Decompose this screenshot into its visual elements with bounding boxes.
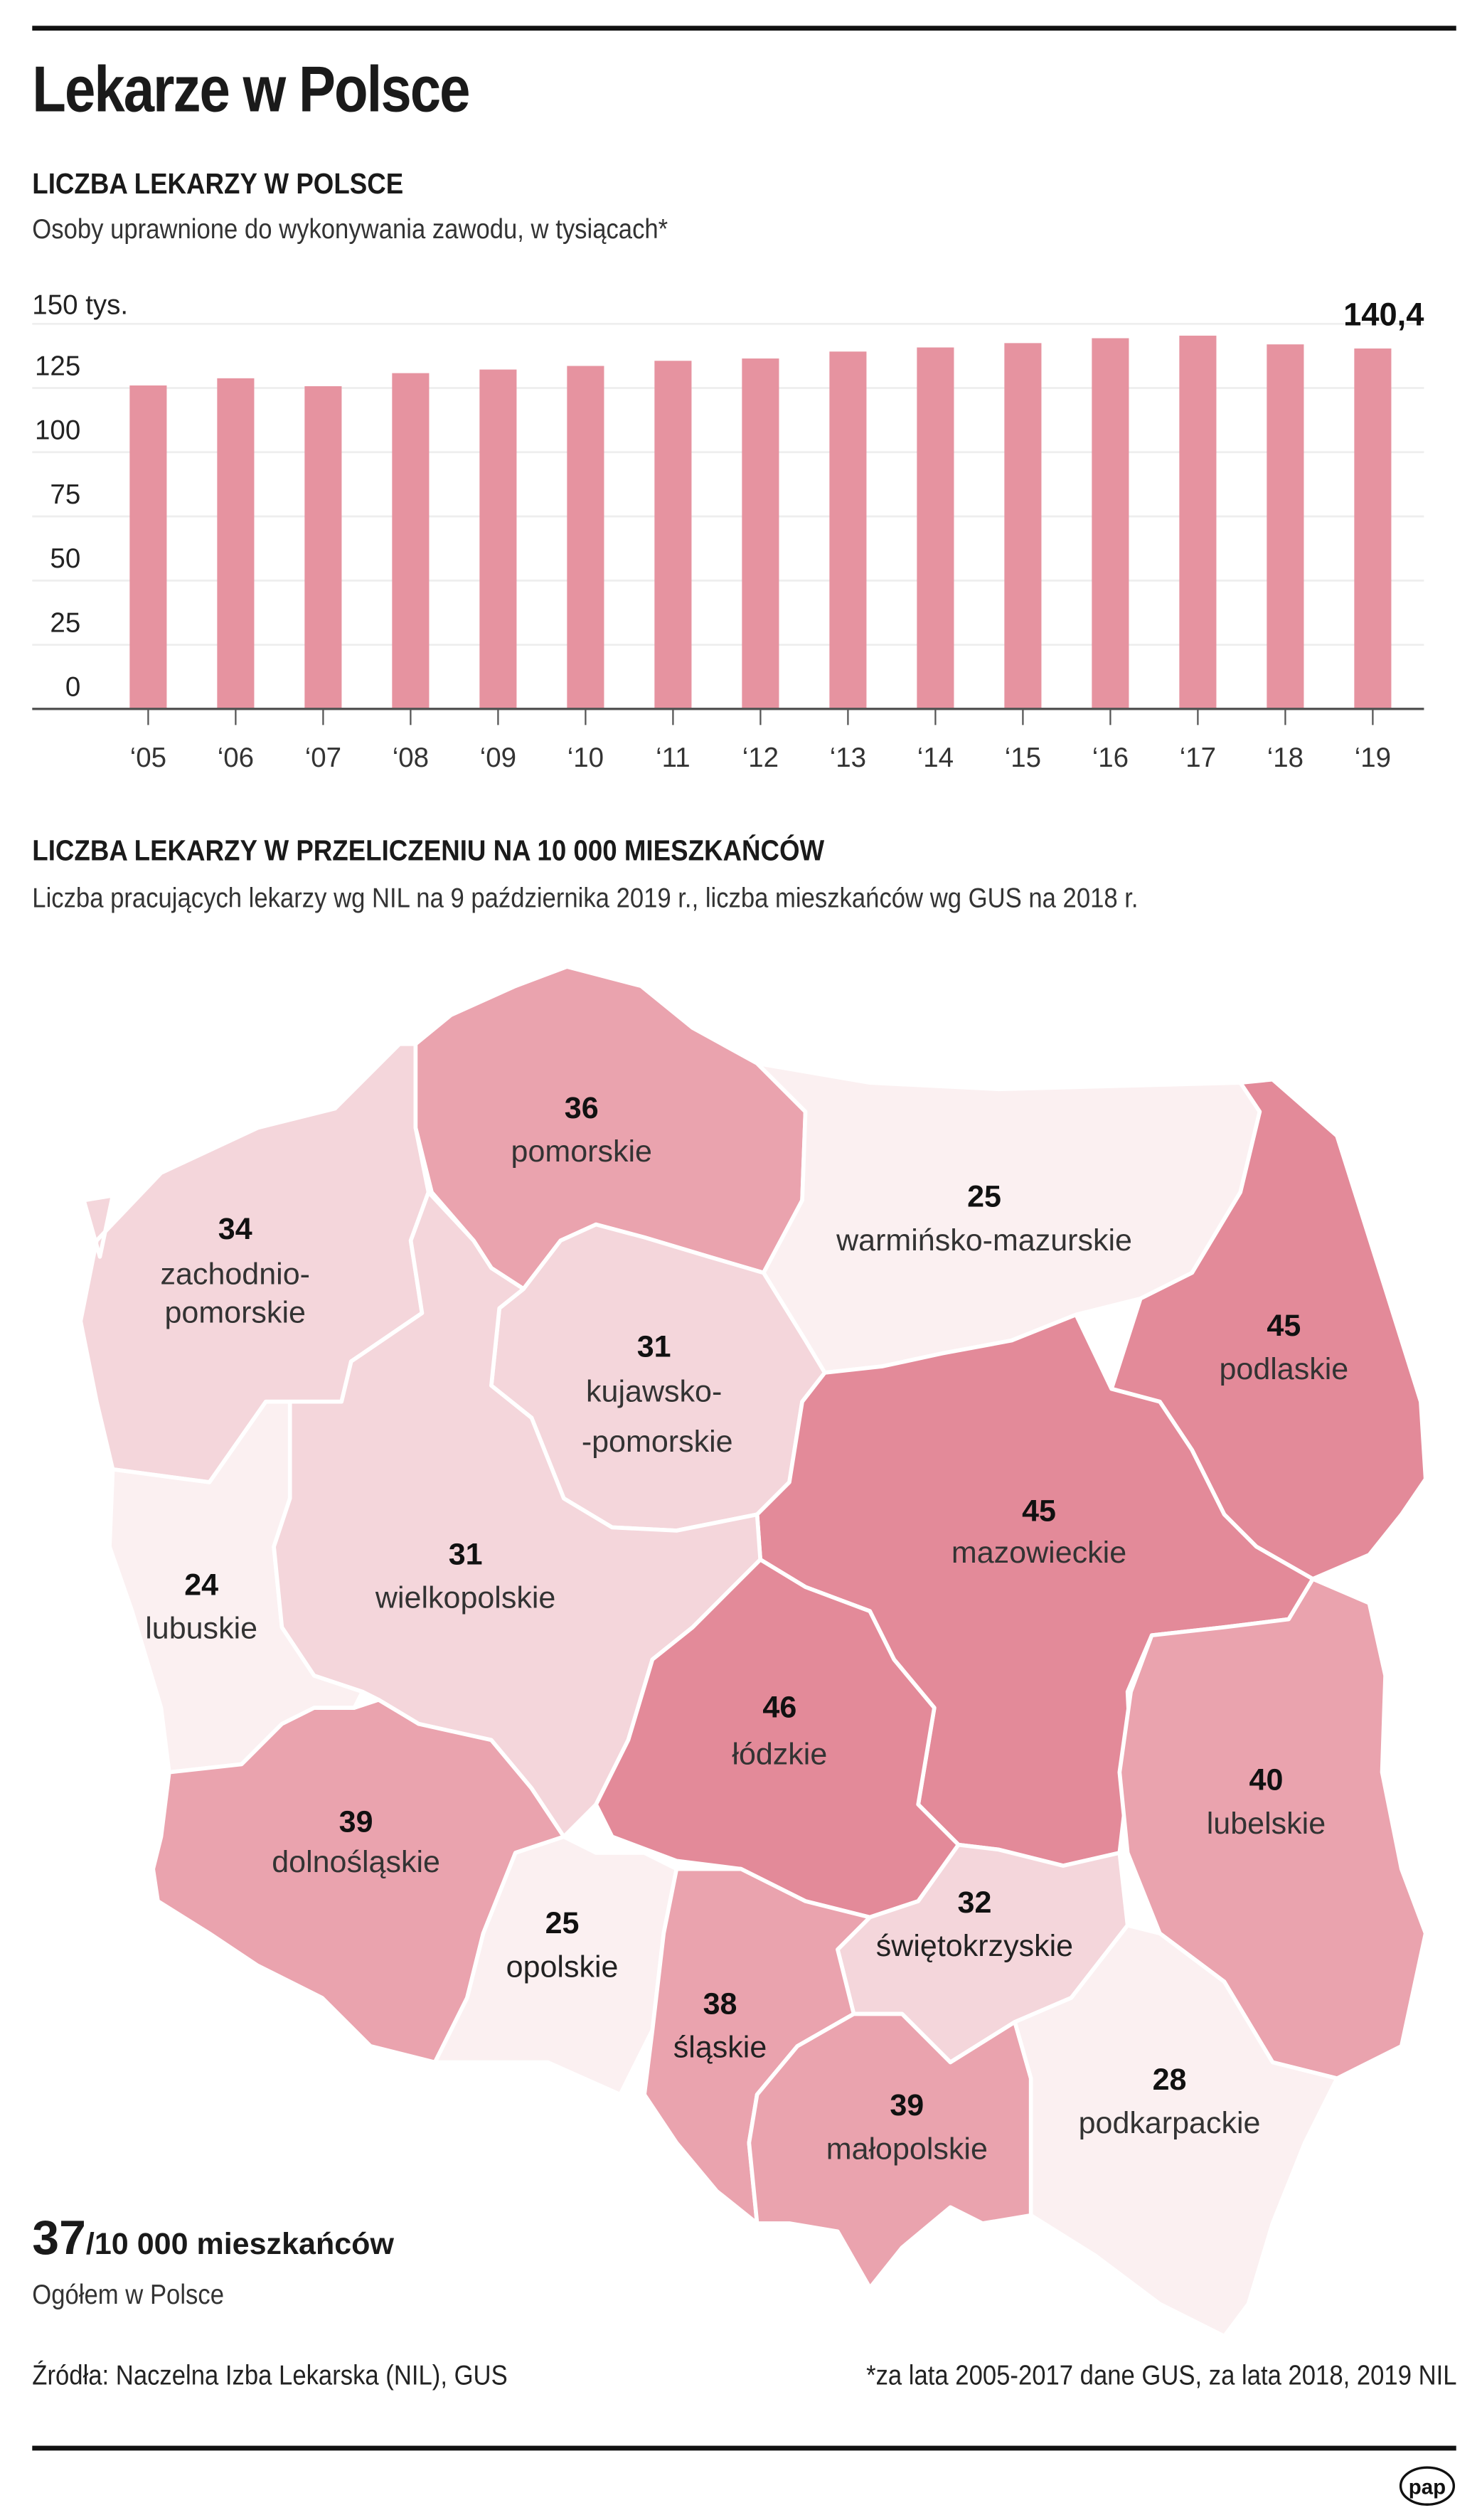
label-lodzkie: łódzkie: [732, 1737, 827, 1771]
value-swietokrzyskie: 32: [958, 1886, 992, 1920]
value-podlaskie: 45: [1267, 1309, 1301, 1343]
value-mazowieckie: 45: [1022, 1494, 1056, 1528]
bar-chart: 0 25 50 75 100 125 ‘05 ‘06 ‘07 ‘08 ‘09 ‘10 ‘11 ‘12 ‘1…: [32, 290, 1424, 774]
y-tick-label: 75: [50, 479, 80, 510]
region-lubuskie[interactable]: [107, 1399, 365, 1775]
sources-text: Źródła: Naczelna Izba Lekarska (NIL), GU…: [32, 2360, 508, 2391]
value-wielkopolskie: 31: [449, 1538, 483, 1572]
x-tick-label: ‘19: [1355, 743, 1391, 773]
bar-‘06: [217, 378, 255, 709]
x-tick-label: ‘08: [393, 743, 429, 773]
pap-logo-icon: pap: [1399, 2466, 1456, 2506]
footnote-text: *za lata 2005-2017 dane GUS, za lata 201…: [865, 2360, 1456, 2391]
bar-‘18: [1267, 344, 1304, 709]
value-lodzkie: 46: [762, 1691, 796, 1725]
label-mazowieckie: mazowieckie: [951, 1536, 1126, 1570]
bar-‘07: [304, 386, 342, 709]
x-tick-label: ‘13: [830, 743, 866, 773]
bar-‘09: [479, 369, 517, 709]
label-pomorskie: pomorskie: [511, 1134, 652, 1169]
y-tick-label: 125: [35, 351, 80, 381]
label-wielkopolskie: wielkopolskie: [375, 1581, 555, 1615]
x-tick-label: ‘16: [1092, 743, 1129, 773]
y-axis-top-label: 150 tys.: [32, 290, 128, 321]
label-kujawsko-pomorskie-2: -pomorskie: [582, 1425, 733, 1459]
value-lubelskie: 40: [1249, 1763, 1284, 1797]
x-tick-label: ‘06: [218, 743, 254, 773]
region-podkarpackie[interactable]: [1013, 1923, 1339, 2339]
bar-‘08: [392, 373, 430, 709]
value-dolnoslaskie: 39: [339, 1805, 373, 1839]
total-unit: /10 000 mieszkańców: [85, 2228, 394, 2263]
bar-‘13: [829, 351, 867, 709]
x-tick-label: ‘17: [1180, 743, 1216, 773]
value-zachodniopomorskie: 34: [218, 1212, 252, 1246]
label-warminsko-mazurskie: warmińsko-mazurskie: [836, 1223, 1132, 1258]
x-tick-label: ‘18: [1267, 743, 1304, 773]
national-total: 37/10 000 mieszkańców: [32, 2212, 394, 2267]
y-tick-label: 100: [35, 415, 80, 446]
value-malopolskie: 39: [890, 2088, 924, 2122]
x-tick-label: ‘05: [130, 743, 166, 773]
x-tick-label: ‘12: [742, 743, 779, 773]
label-lubuskie: lubuskie: [145, 1612, 257, 1646]
bar-‘15: [1004, 343, 1042, 709]
highlight-value-label: 140,4: [1343, 297, 1424, 333]
label-podlaskie: podlaskie: [1219, 1352, 1348, 1386]
region-lubelskie[interactable]: [1117, 1577, 1428, 2080]
label-malopolskie: małopolskie: [826, 2132, 988, 2166]
top-rule: [32, 26, 1456, 31]
value-pomorskie: 36: [565, 1091, 599, 1125]
x-tick-label: ‘07: [305, 743, 341, 773]
label-slaskie: śląskie: [673, 2031, 767, 2065]
label-zachodniopomorskie-1: zachodnio-: [161, 1257, 310, 1291]
y-tick-label: 0: [65, 672, 80, 703]
label-swietokrzyskie: świętokrzyskie: [876, 1929, 1073, 1963]
bar-‘11: [654, 361, 692, 709]
bar-‘12: [742, 358, 779, 709]
label-zachodniopomorskie-2: pomorskie: [165, 1296, 306, 1330]
value-podkarpackie: 28: [1153, 2063, 1187, 2097]
value-warminsko-mazurskie: 25: [967, 1180, 1001, 1214]
value-kujawsko-pomorskie: 31: [637, 1329, 671, 1363]
bar-‘17: [1179, 335, 1217, 709]
label-opolskie: opolskie: [506, 1950, 619, 1984]
x-tick-label: ‘11: [656, 743, 691, 773]
bar-‘05: [129, 385, 167, 709]
region-zachodniopomorskie[interactable]: [78, 1042, 431, 1484]
value-lubuskie: 24: [184, 1568, 218, 1602]
bar-chart-heading: LICZBA LEKARZY W POLSCE: [32, 167, 404, 200]
bar-‘16: [1092, 338, 1129, 709]
label-lubelskie: lubelskie: [1207, 1807, 1326, 1841]
region-malopolskie[interactable]: [747, 2011, 1033, 2290]
x-tick-label: ‘15: [1005, 743, 1041, 773]
bar-‘19: [1354, 348, 1392, 709]
svg-text:pap: pap: [1409, 2476, 1446, 2499]
page-title: Lekarze w Polsce: [32, 55, 470, 126]
x-tick-label: ‘10: [567, 743, 604, 773]
bar-‘10: [567, 366, 604, 709]
bar-‘14: [917, 347, 954, 709]
bottom-rule: [32, 2445, 1456, 2451]
x-tick-label: ‘09: [480, 743, 516, 773]
label-kujawsko-pomorskie-1: kujawsko-: [586, 1375, 722, 1409]
label-podkarpackie: podkarpackie: [1079, 2106, 1261, 2140]
map-subheading: Liczba pracujących lekarzy wg NIL na 9 p…: [32, 883, 1139, 914]
label-dolnoslaskie: dolnośląskie: [272, 1845, 440, 1879]
total-label: Ogółem w Polsce: [32, 2280, 224, 2311]
y-tick-label: 25: [50, 607, 80, 638]
y-tick-label: 50: [50, 543, 80, 574]
region-opolskie[interactable]: [432, 1834, 679, 2097]
x-tick-label: ‘14: [917, 743, 954, 773]
value-opolskie: 25: [545, 1906, 580, 1940]
map-heading: LICZBA LEKARZY W PRZELICZENIU NA 10 000 …: [32, 834, 825, 867]
bar-chart-subheading: Osoby uprawnione do wykonywania zawodu, …: [32, 214, 668, 245]
total-value: 37: [32, 2212, 86, 2265]
value-slaskie: 38: [703, 1987, 737, 2021]
